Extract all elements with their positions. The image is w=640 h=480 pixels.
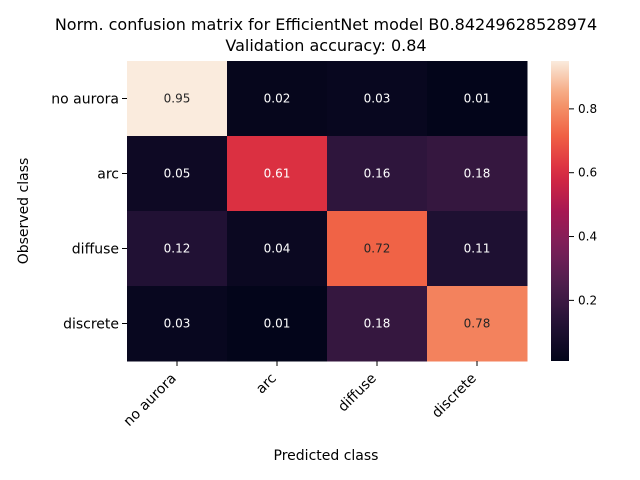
cell-value-label: 0.16 [364,167,391,181]
x-tick-label: arc [253,371,280,398]
heatmap-cell [427,286,528,362]
cell-value-label: 0.18 [464,167,491,181]
colorbar-ticks: 0.2 0.4 0.6 0.8 [569,102,597,307]
cell-value-label: 0.95 [164,92,191,106]
chart-subtitle: Validation accuracy: 0.84 [225,36,426,55]
heatmap-cell [127,286,228,362]
heatmap-cell [227,211,328,287]
cell-value-label: 0.61 [264,167,291,181]
cell-value-label: 0.04 [264,242,291,256]
cell-value-label: 0.01 [264,317,291,331]
chart-title: Norm. confusion matrix for EfficientNet … [55,15,597,34]
cell-value-label: 0.78 [464,317,491,331]
heatmap-cell [327,61,428,137]
cell-value-label: 0.18 [364,317,391,331]
heatmap-cell [127,211,228,287]
y-tick-label: diffuse [72,242,119,258]
cell-value-label: 0.01 [464,92,491,106]
y-tick-label: arc [97,167,119,183]
heatmap-cell [127,61,228,137]
cell-value-label: 0.05 [164,167,191,181]
x-tick-label: discrete [429,371,480,422]
colorbar-tick-label: 0.4 [578,230,597,244]
heatmap-cell [327,136,428,212]
y-tick-label: no aurora [51,92,119,108]
heatmap-cells: 0.95 0.02 0.03 0.01 0.05 0.61 0.16 0.18 0.12 0.04… [127,61,528,362]
cell-value-label: 0.03 [164,317,191,331]
heatmap-cell [227,136,328,212]
cell-value-label: 0.02 [264,92,291,106]
y-axis-ticks: no aurora arc diffuse discrete [51,92,127,333]
heatmap-cell [427,211,528,287]
heatmap-cell [327,211,428,287]
heatmap-cell [427,136,528,212]
colorbar [551,61,569,361]
heatmap-cell [127,136,228,212]
cell-value-label: 0.03 [364,92,391,106]
y-tick-label: discrete [63,317,119,333]
cell-value-label: 0.12 [164,242,191,256]
cell-value-label: 0.72 [364,242,391,256]
y-axis-label: Observed class [16,158,32,265]
heatmap-cell [227,286,328,362]
heatmap-cell [427,61,528,137]
heatmap-cell [327,286,428,362]
cell-value-label: 0.11 [464,242,491,256]
x-tick-label: no aurora [121,371,180,430]
x-axis-label: Predicted class [274,448,379,464]
x-axis-ticks: no aurora arc diffuse discrete [121,361,480,430]
colorbar-tick-label: 0.2 [578,293,597,307]
colorbar-tick-label: 0.8 [578,102,597,116]
colorbar-tick-label: 0.6 [578,166,597,180]
heatmap-cell [227,61,328,137]
x-tick-label: diffuse [335,371,380,416]
